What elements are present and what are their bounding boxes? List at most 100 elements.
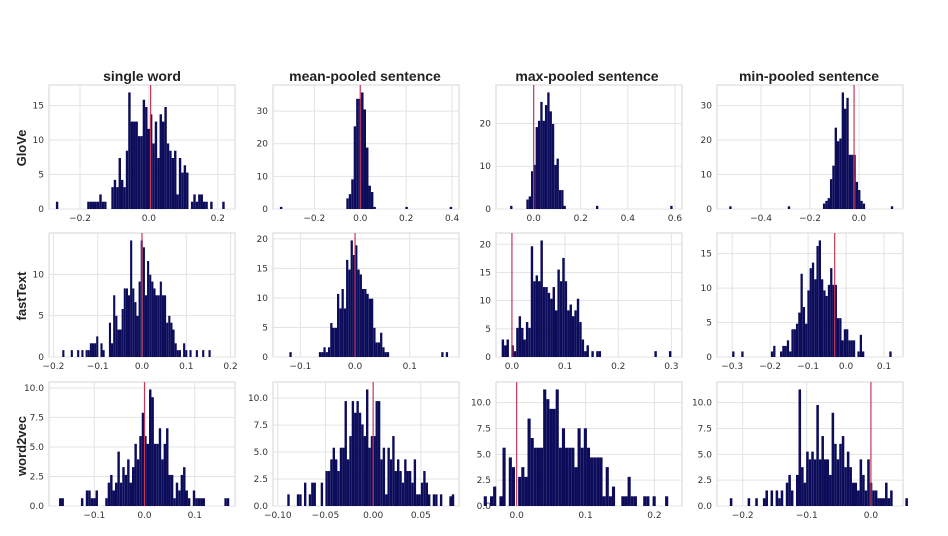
histogram-bar xyxy=(862,474,865,506)
histogram-bar xyxy=(226,498,230,506)
histogram-bar xyxy=(170,322,173,357)
histogram-bar xyxy=(775,490,779,506)
histogram-bar xyxy=(882,498,886,506)
histogram-bar xyxy=(130,121,134,209)
histogram-bar xyxy=(584,351,587,357)
histogram-bar xyxy=(798,312,801,357)
panel-word2vec-2: 0.0 0.1 0.2 0.0 2.5 5.0 7.5 10.0 xyxy=(449,381,683,521)
x-tick-label: −0.10 xyxy=(264,511,292,521)
histogram-bar xyxy=(55,201,59,209)
x-tick-label: 0.2 xyxy=(611,362,625,372)
histogram-bar xyxy=(321,352,324,357)
histogram-bar xyxy=(599,457,603,506)
histogram-bar xyxy=(586,345,589,357)
y-tick-label: 0 xyxy=(262,205,268,215)
histogram-bar xyxy=(405,206,408,209)
histogram-bar xyxy=(785,482,789,506)
y-tick-label: 15 xyxy=(257,264,268,274)
histogram-bar xyxy=(358,412,362,506)
histogram-bar xyxy=(311,482,314,506)
y-tick-label: 5.0 xyxy=(254,448,269,458)
histogram-bar xyxy=(549,111,552,209)
histogram-bar xyxy=(827,198,830,209)
histogram-bar xyxy=(145,107,148,209)
histogram-bar xyxy=(596,351,599,357)
panel-fasttext-3: −0.3 −0.2 −0.1 0.0 0.1 0 5 10 15 xyxy=(701,232,904,372)
histogram-bar xyxy=(117,451,120,506)
histogram-bar xyxy=(729,206,732,209)
histogram-bar xyxy=(576,298,580,357)
histogram-bar xyxy=(88,490,91,506)
histogram-bar xyxy=(325,471,328,506)
x-tick-label: 0.4 xyxy=(445,214,460,224)
histogram-bar xyxy=(821,436,824,506)
panel-glove-2: 0.0 0.2 0.4 0.6 0 10 20 xyxy=(480,84,683,224)
histogram-bar xyxy=(621,496,625,506)
histogram-bar xyxy=(535,127,538,209)
histogram-bar xyxy=(627,476,631,506)
histogram-bar xyxy=(364,289,367,357)
y-tick-label: 5.0 xyxy=(477,450,492,460)
y-tick-label: 0.0 xyxy=(254,502,269,512)
x-tick-label: 0.2 xyxy=(647,511,661,521)
histogram-bar xyxy=(101,201,105,209)
histogram-bar xyxy=(85,350,88,357)
y-tick-label: 7.5 xyxy=(698,425,712,435)
panel-glove-0: −0.2 0.0 0.2 0 5 10 15 xyxy=(33,84,236,224)
histogram-bar xyxy=(356,98,359,209)
histogram-bar xyxy=(122,467,125,506)
histogram-bar xyxy=(113,179,117,209)
x-tick-label: −0.1 xyxy=(796,511,818,521)
histogram-bar xyxy=(111,343,114,357)
histogram-bar xyxy=(611,486,616,506)
histogram-bar xyxy=(361,92,364,209)
histogram-bar xyxy=(157,158,160,209)
histogram-bar xyxy=(149,274,152,357)
y-tick-label: 5 xyxy=(706,319,712,329)
histogram-bar xyxy=(874,490,878,506)
histogram-bar xyxy=(844,467,847,506)
histogram-bar xyxy=(134,302,137,357)
histogram-bar xyxy=(130,240,133,357)
y-tick-label: 0 xyxy=(485,353,491,363)
histogram-bar xyxy=(755,498,758,506)
histogram-bar xyxy=(332,327,335,357)
histogram-bar xyxy=(380,459,383,506)
histogram-bar xyxy=(123,288,126,357)
histogram-bar xyxy=(848,154,852,209)
histogram-bar xyxy=(652,496,656,506)
histogram-bar xyxy=(124,474,128,506)
histogram-bar xyxy=(789,351,792,357)
panel-word2vec-0: −0.1 0.0 0.1 0.0 2.5 5.0 7.5 10.0 xyxy=(24,381,236,521)
histogram-bar xyxy=(327,347,331,357)
histogram-bar xyxy=(90,498,94,506)
histogram-bar xyxy=(511,467,516,506)
histogram-bar xyxy=(166,322,169,357)
histogram-bar xyxy=(851,482,855,506)
histogram-bar xyxy=(399,471,402,506)
histogram-bar xyxy=(561,190,564,209)
histogram-bar xyxy=(313,482,316,506)
histogram-bar xyxy=(595,205,599,209)
histogram-bar xyxy=(299,494,302,506)
histogram-bar xyxy=(186,172,189,209)
histogram-bar xyxy=(786,340,790,357)
histogram-bar xyxy=(530,438,534,506)
histogram-bar xyxy=(860,200,863,209)
histogram-bar xyxy=(531,171,534,209)
y-tick-label: 0.0 xyxy=(477,502,492,512)
histogram-bar xyxy=(123,187,126,209)
histogram-bar xyxy=(156,443,159,506)
histogram-bar xyxy=(598,351,602,357)
histogram-bar xyxy=(93,498,96,506)
histogram-bar xyxy=(96,336,99,357)
histogram-bar xyxy=(185,490,188,506)
histogram-bar xyxy=(163,443,167,506)
histogram-bar xyxy=(445,352,449,357)
x-tick-label: 0.1 xyxy=(403,362,417,372)
histogram-bar xyxy=(361,289,365,357)
histogram-bar xyxy=(178,350,181,357)
histogram-bar xyxy=(342,447,345,506)
y-tick-label: 5.0 xyxy=(30,443,45,453)
histogram-bar xyxy=(540,240,543,357)
